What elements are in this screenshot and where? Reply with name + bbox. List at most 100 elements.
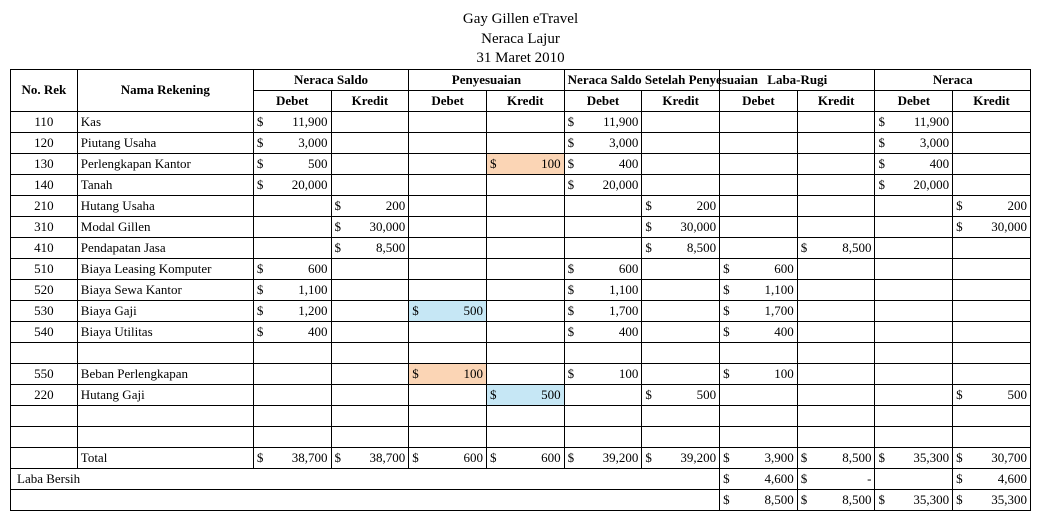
amount-cell	[564, 384, 642, 405]
table-row: 410Pendapatan Jasa$8,500$8,500$8,500	[11, 237, 1031, 258]
table-row: 130Perlengkapan Kantor$500$100$400$400	[11, 153, 1031, 174]
amount-cell: $8,500	[331, 237, 409, 258]
amount-cell: $30,000	[953, 216, 1031, 237]
amount-cell	[409, 279, 487, 300]
amount-cell	[953, 258, 1031, 279]
account-name: Biaya Leasing Komputer	[77, 258, 253, 279]
total-label: Total	[77, 447, 253, 468]
amount-cell: $400	[720, 321, 798, 342]
amount-cell	[875, 237, 953, 258]
account-no: 410	[11, 237, 78, 258]
amount-cell	[564, 216, 642, 237]
amount-cell: $400	[564, 153, 642, 174]
col-debet: Debet	[720, 90, 798, 111]
amount-cell	[486, 132, 564, 153]
amount-cell	[642, 111, 720, 132]
amount-cell	[797, 363, 875, 384]
col-pair-0: Neraca Saldo	[253, 69, 408, 90]
account-name: Hutang Usaha	[77, 195, 253, 216]
amount-cell	[720, 216, 798, 237]
amount-cell	[642, 321, 720, 342]
report-name: Neraca Lajur	[10, 30, 1031, 50]
amount-cell: $11,900	[564, 111, 642, 132]
amount-cell	[253, 216, 331, 237]
amount-cell	[875, 195, 953, 216]
col-kredit: Kredit	[953, 90, 1031, 111]
account-no: 120	[11, 132, 78, 153]
amount-cell	[720, 195, 798, 216]
table-row: 520Biaya Sewa Kantor$1,100$1,100$1,100	[11, 279, 1031, 300]
amount-cell	[253, 195, 331, 216]
amount-cell	[875, 363, 953, 384]
amount-cell	[797, 111, 875, 132]
account-no: 220	[11, 384, 78, 405]
col-kredit: Kredit	[797, 90, 875, 111]
amount-cell	[720, 111, 798, 132]
amount-cell: $30,000	[642, 216, 720, 237]
amount-cell	[797, 384, 875, 405]
amount-cell: $600	[486, 447, 564, 468]
amount-cell	[875, 300, 953, 321]
amount-cell	[253, 384, 331, 405]
amount-cell	[409, 153, 487, 174]
account-no: 520	[11, 279, 78, 300]
amount-cell: $39,200	[564, 447, 642, 468]
table-row: 110Kas$11,900$11,900$11,900	[11, 111, 1031, 132]
amount-cell	[953, 321, 1031, 342]
account-no: 550	[11, 363, 78, 384]
amount-cell: $100	[486, 153, 564, 174]
amount-cell	[486, 258, 564, 279]
col-pair-2: Neraca Saldo Setelah Penyesuaian	[564, 69, 719, 90]
amount-cell	[486, 237, 564, 258]
amount-cell	[331, 321, 409, 342]
amount-cell	[486, 216, 564, 237]
col-debet: Debet	[409, 90, 487, 111]
amount-cell	[797, 174, 875, 195]
amount-cell	[409, 237, 487, 258]
table-row: 220Hutang Gaji$500$500$500	[11, 384, 1031, 405]
amount-cell	[331, 153, 409, 174]
col-debet: Debet	[253, 90, 331, 111]
amount-cell	[875, 279, 953, 300]
col-debet: Debet	[875, 90, 953, 111]
account-name: Biaya Gaji	[77, 300, 253, 321]
amount-cell: $38,700	[253, 447, 331, 468]
amount-cell: $8,500	[720, 489, 798, 510]
amount-cell	[486, 321, 564, 342]
amount-cell	[953, 237, 1031, 258]
amount-cell	[486, 363, 564, 384]
table-row: 210Hutang Usaha$200$200$200	[11, 195, 1031, 216]
col-kredit: Kredit	[331, 90, 409, 111]
account-no: 530	[11, 300, 78, 321]
laba-bersih-row: Laba Bersih$4,600$-$4,600	[11, 468, 1031, 489]
amount-cell: $600	[720, 258, 798, 279]
amount-cell	[564, 195, 642, 216]
table-row: 310Modal Gillen$30,000$30,000$30,000	[11, 216, 1031, 237]
amount-cell: $20,000	[564, 174, 642, 195]
amount-cell: $35,300	[953, 489, 1031, 510]
amount-cell	[797, 300, 875, 321]
amount-cell: $400	[564, 321, 642, 342]
account-no: 140	[11, 174, 78, 195]
amount-cell	[797, 216, 875, 237]
amount-cell	[409, 258, 487, 279]
amount-cell	[797, 321, 875, 342]
account-name: Biaya Sewa Kantor	[77, 279, 253, 300]
amount-cell	[642, 174, 720, 195]
amount-cell: $8,500	[797, 237, 875, 258]
amount-cell	[486, 111, 564, 132]
amount-cell: $500	[409, 300, 487, 321]
final-row: $8,500$8,500$35,300$35,300	[11, 489, 1031, 510]
amount-cell: $20,000	[875, 174, 953, 195]
amount-cell	[409, 111, 487, 132]
amount-cell	[953, 153, 1031, 174]
table-row: 120Piutang Usaha$3,000$3,000$3,000	[11, 132, 1031, 153]
amount-cell: $11,900	[253, 111, 331, 132]
amount-cell: $1,100	[564, 279, 642, 300]
amount-cell	[875, 258, 953, 279]
amount-cell	[486, 195, 564, 216]
amount-cell: $3,900	[720, 447, 798, 468]
amount-cell: $1,100	[253, 279, 331, 300]
amount-cell	[486, 300, 564, 321]
account-no: 110	[11, 111, 78, 132]
